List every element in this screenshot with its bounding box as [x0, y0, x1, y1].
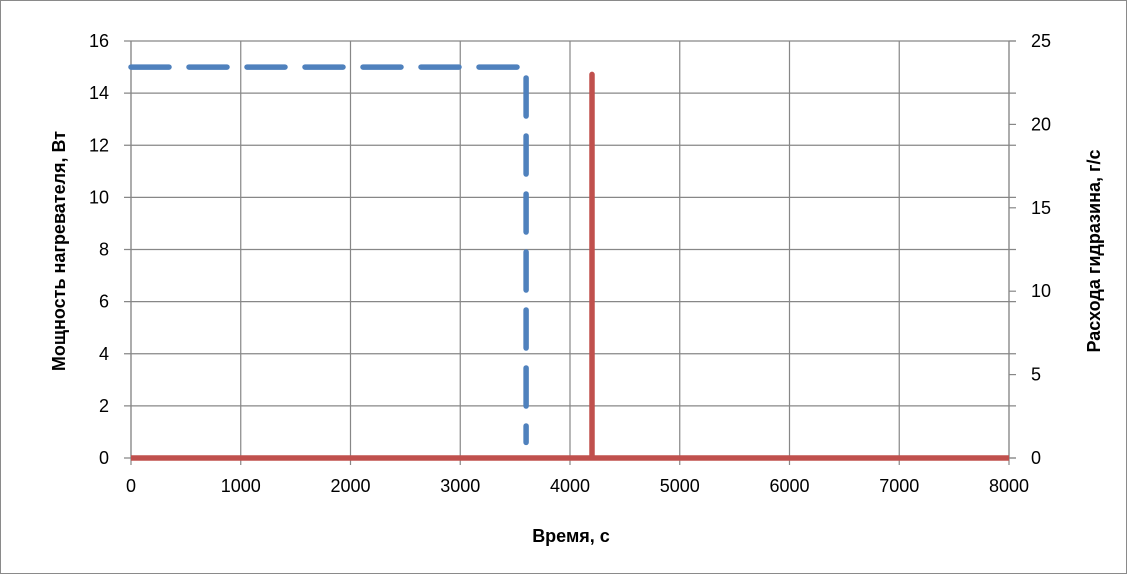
y-tick-label: 2 — [99, 396, 109, 416]
x-axis-title: Время, с — [532, 526, 610, 546]
tick-layer: 0 2 4 6 8 10 12 14 16 0 5 10 15 20 25 0 1000 2000 3000 4000… — [89, 31, 1051, 496]
y-tick-label: 4 — [99, 344, 109, 364]
y2-tick-label: 0 — [1031, 448, 1041, 468]
x-tick-label: 3000 — [440, 476, 480, 496]
y2-tick-label: 20 — [1031, 114, 1051, 134]
y-axis-title: Мощность нагревателя, Вт — [49, 131, 69, 371]
y-tick-label: 16 — [89, 31, 109, 51]
x-tick-label: 2000 — [330, 476, 370, 496]
y2-tick-label: 25 — [1031, 31, 1051, 51]
x-tick-label: 0 — [126, 476, 136, 496]
y2-tick-label: 10 — [1031, 281, 1051, 301]
y-tick-label: 14 — [89, 83, 109, 103]
x-tick-label: 7000 — [879, 476, 919, 496]
x-tick-label: 8000 — [989, 476, 1029, 496]
x-tick-label: 5000 — [660, 476, 700, 496]
y-tick-label: 0 — [99, 448, 109, 468]
y2-tick-label: 5 — [1031, 365, 1041, 385]
x-tick-label: 1000 — [221, 476, 261, 496]
x-tick-label: 6000 — [769, 476, 809, 496]
y2-axis-title: Расхода гидразина, г/с — [1084, 150, 1104, 353]
y-tick-label: 12 — [89, 135, 109, 155]
series-layer — [128, 64, 1009, 461]
hydrazine-flow-series-line — [131, 71, 1009, 461]
y-tick-label: 8 — [99, 240, 109, 260]
y-tick-label: 10 — [89, 187, 109, 207]
y2-tick-label: 15 — [1031, 198, 1051, 218]
y-tick-label: 6 — [99, 292, 109, 312]
grid-layer — [124, 40, 1016, 465]
x-tick-label: 4000 — [550, 476, 590, 496]
heater-power-series-line — [128, 64, 529, 446]
